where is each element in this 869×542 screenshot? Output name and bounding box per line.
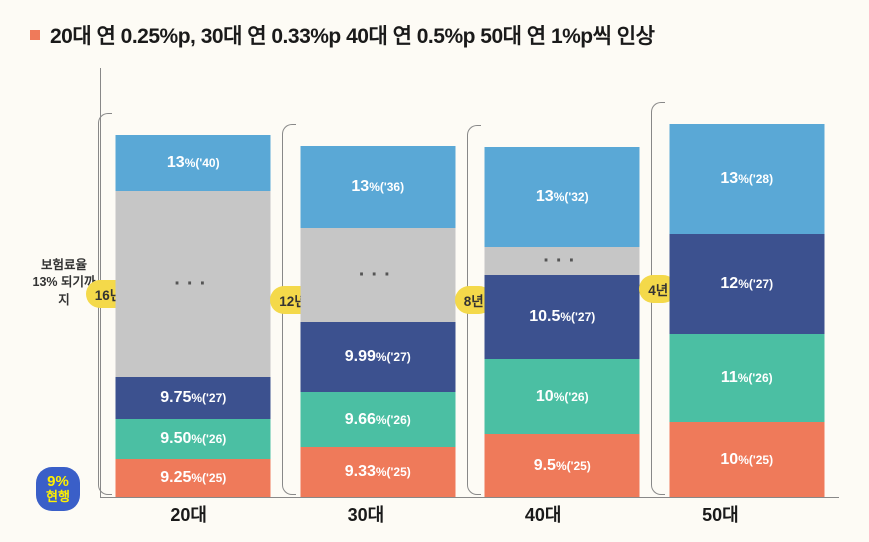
segment-value: 9.99 — [345, 348, 376, 366]
segment-value: 9.5 — [534, 457, 556, 475]
segment: 9.99%('27) — [300, 322, 455, 392]
segment: ··· — [116, 191, 271, 377]
segment-unit: %('28) — [738, 172, 773, 186]
segment-unit: %('26) — [191, 432, 226, 446]
segment: 9.5%('25) — [485, 434, 640, 497]
segment-value: 10 — [536, 388, 554, 406]
segment-value: 9.50 — [160, 430, 191, 448]
segment: 11%('26) — [669, 334, 824, 422]
baseline-label: 현행 — [46, 490, 70, 505]
segment-value: 13 — [351, 178, 369, 196]
segment-unit: %('27) — [191, 391, 226, 405]
segment: 12%('27) — [669, 234, 824, 334]
segment: 10%('26) — [485, 359, 640, 434]
segment-value: 12 — [720, 275, 738, 293]
segment-unit: %('25) — [376, 465, 411, 479]
segment-value: 9.25 — [160, 469, 191, 487]
segment: ··· — [300, 228, 455, 322]
x-axis-labels: 20대30대40대50대 — [100, 501, 809, 527]
segment-value: 13 — [536, 188, 554, 206]
stack: 13%('28)12%('27)11%('26)10%('25) — [669, 124, 824, 497]
segment-value: 9.75 — [160, 389, 191, 407]
segment-unit: %('32) — [554, 190, 589, 204]
stack: 13%('36)···9.99%('27)9.66%('26)9.33%('25… — [300, 146, 455, 497]
segment-unit: %('25) — [191, 471, 226, 485]
segment: 10.5%('27) — [485, 275, 640, 359]
segment: 9.50%('26) — [116, 419, 271, 459]
segment-value: 13 — [720, 170, 738, 188]
column-30대: 12년13%('36)···9.99%('27)9.66%('26)9.33%(… — [286, 68, 471, 497]
chart-wrap: 보험료율13% 되기까지 9% 현행 16년13%('40)···9.75%('… — [30, 68, 839, 533]
segment-unit: %('26) — [376, 413, 411, 427]
segment-value: 9.33 — [345, 463, 376, 481]
segment-value: 10.5 — [529, 308, 560, 326]
segment-unit: %('36) — [369, 180, 404, 194]
segment-unit: %('40) — [185, 156, 220, 170]
stack: 13%('40)···9.75%('27)9.50%('26)9.25%('25… — [116, 135, 271, 497]
segment-value: 11 — [721, 369, 738, 387]
column-20대: 16년13%('40)···9.75%('27)9.50%('26)9.25%(… — [101, 68, 286, 497]
x-label: 20대 — [100, 501, 277, 527]
segment-unit: %('25) — [556, 459, 591, 473]
segment-value: 13 — [167, 154, 185, 172]
column-50대: 4년13%('28)12%('27)11%('26)10%('25) — [655, 68, 840, 497]
segment-unit: %('26) — [738, 371, 773, 385]
segment: ··· — [485, 247, 640, 275]
segment: 9.25%('25) — [116, 459, 271, 497]
chart-title: 20대 연 0.25%p, 30대 연 0.33%p 40대 연 0.5%p 5… — [50, 20, 654, 50]
x-label: 30대 — [277, 501, 454, 527]
chart-area: 보험료율13% 되기까지 9% 현행 16년13%('40)···9.75%('… — [100, 68, 839, 498]
ellipsis-icon: ··· — [543, 250, 581, 273]
bullet-icon — [30, 30, 40, 40]
segment: 10%('25) — [669, 422, 824, 497]
columns: 16년13%('40)···9.75%('27)9.50%('26)9.25%(… — [101, 68, 839, 497]
segment: 13%('36) — [300, 146, 455, 228]
segment: 9.33%('25) — [300, 447, 455, 497]
segment: 13%('28) — [669, 124, 824, 234]
segment: 13%('40) — [116, 135, 271, 191]
segment: 9.66%('26) — [300, 392, 455, 447]
segment-unit: %('27) — [560, 310, 595, 324]
ellipsis-icon: ··· — [359, 264, 397, 287]
baseline-badge: 9% 현행 — [36, 467, 80, 511]
ellipsis-icon: ··· — [174, 273, 212, 296]
column-40대: 8년13%('32)···10.5%('27)10%('26)9.5%('25) — [470, 68, 655, 497]
segment-unit: %('26) — [554, 390, 589, 404]
stack: 13%('32)···10.5%('27)10%('26)9.5%('25) — [485, 147, 640, 497]
baseline-pct: 9% — [46, 473, 70, 490]
segment-value: 9.66 — [345, 411, 376, 429]
segment: 13%('32) — [485, 147, 640, 247]
segment-unit: %('25) — [738, 453, 773, 467]
x-label: 40대 — [455, 501, 632, 527]
x-label: 50대 — [632, 501, 809, 527]
title-row: 20대 연 0.25%p, 30대 연 0.33%p 40대 연 0.5%p 5… — [30, 20, 839, 50]
segment-unit: %('27) — [738, 277, 773, 291]
segment-unit: %('27) — [376, 350, 411, 364]
segment-value: 10 — [720, 451, 738, 469]
segment: 9.75%('27) — [116, 377, 271, 419]
